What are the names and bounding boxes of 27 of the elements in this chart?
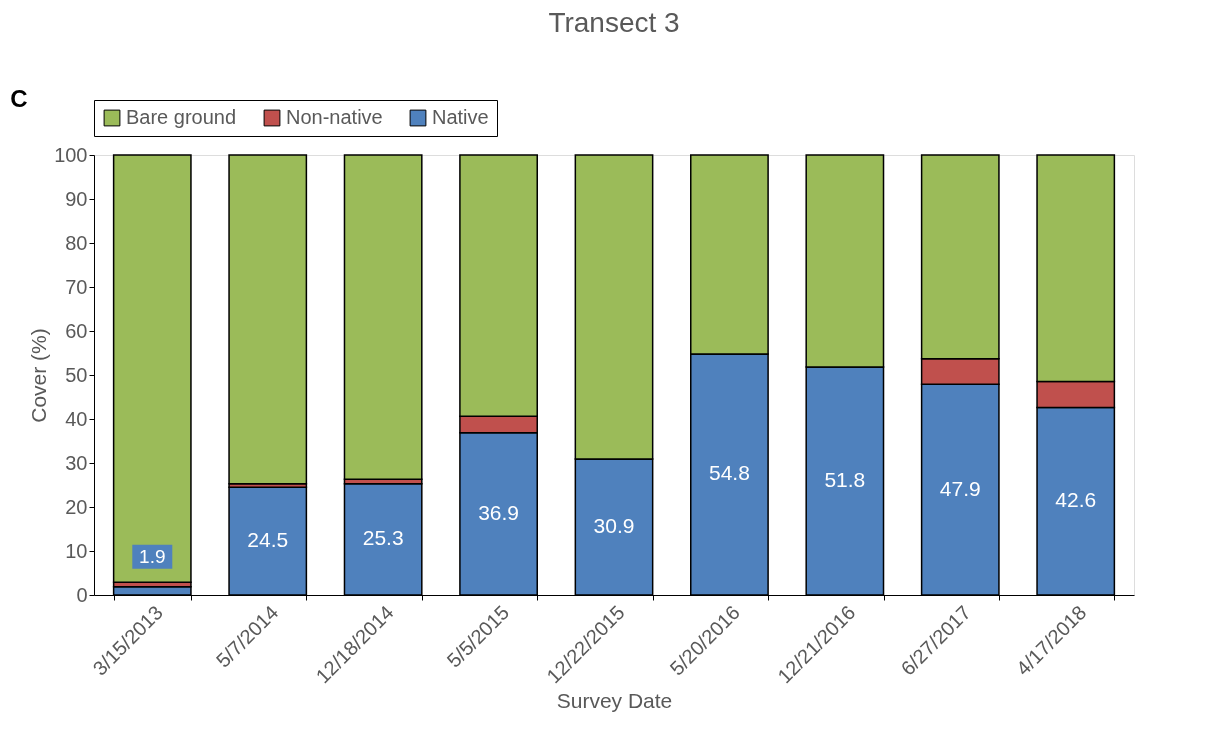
legend-label: Native (432, 106, 489, 128)
y-tick-label: 0 (76, 583, 88, 606)
y-tick-label: 20 (65, 495, 88, 518)
y-tick-label: 40 (65, 407, 88, 430)
y-axis-title: Cover (%) (27, 328, 51, 423)
data-label: 30.9 (593, 514, 635, 538)
legend-label: Bare ground (126, 106, 237, 128)
y-tick-label: 50 (65, 363, 88, 386)
chart-title: Transect 3 (548, 7, 680, 38)
data-label: 47.9 (939, 476, 981, 500)
x-axis-title: Survey Date (556, 689, 673, 713)
y-tick-label: 80 (65, 231, 88, 254)
y-tick-label: 60 (65, 319, 88, 342)
data-label: 54.8 (708, 461, 750, 485)
y-tick-label: 100 (54, 143, 88, 166)
data-label: 25.3 (362, 526, 404, 550)
data-label: 36.9 (478, 500, 520, 524)
y-tick-label: 90 (65, 187, 88, 210)
y-tick-label: 30 (65, 451, 88, 474)
data-label: 42.6 (1055, 488, 1097, 512)
y-tick-label: 10 (65, 539, 88, 562)
y-tick-label: 70 (65, 275, 88, 298)
data-label: 1.9 (139, 545, 166, 567)
text: C (10, 85, 28, 112)
data-label: 24.5 (247, 528, 289, 552)
legend-label: Non-native (286, 106, 383, 128)
data-label: 51.8 (824, 468, 866, 492)
